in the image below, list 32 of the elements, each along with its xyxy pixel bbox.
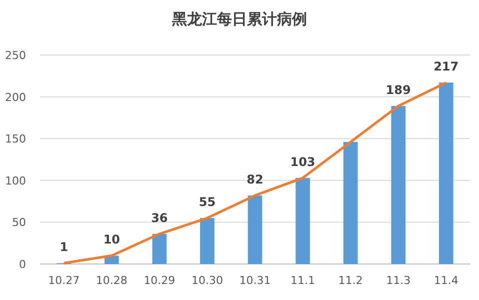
data-label: 103: [290, 154, 316, 169]
x-tick-label: 11.3: [386, 274, 411, 287]
bar: [296, 178, 310, 264]
x-tick-label: 10.31: [239, 274, 271, 287]
y-tick-label: 200: [5, 90, 26, 104]
x-tick-label: 10.29: [144, 274, 176, 287]
data-label: 36: [151, 210, 168, 225]
x-tick-label: 11.1: [290, 274, 316, 287]
bar: [438, 82, 454, 264]
y-tick-label: 100: [5, 174, 26, 188]
y-tick-label: 0: [19, 258, 26, 271]
bar: [248, 195, 262, 264]
line-series: [62, 81, 448, 264]
bar: [152, 234, 167, 264]
y-tick-label: 250: [5, 49, 26, 62]
x-tick-label: 10.28: [96, 274, 128, 287]
data-label: 10: [103, 232, 120, 247]
data-label: 189: [386, 82, 411, 97]
bar: [343, 142, 358, 264]
data-label: 217: [434, 60, 459, 74]
data-label: 82: [246, 172, 264, 186]
data-label: 55: [198, 195, 216, 210]
bar: [391, 106, 406, 264]
x-tick-label: 10.30: [191, 274, 223, 287]
x-tick-label: 11.2: [338, 274, 363, 287]
chart-title: 黑龙江每日累计病例: [171, 10, 307, 28]
data-label: 1: [60, 240, 68, 254]
x-tick-label: 10.27: [48, 274, 80, 287]
y-tick-label: 50: [12, 216, 26, 230]
x-tick-label: 11.4: [434, 274, 458, 287]
bar: [200, 218, 214, 264]
y-tick-label: 150: [5, 132, 26, 146]
